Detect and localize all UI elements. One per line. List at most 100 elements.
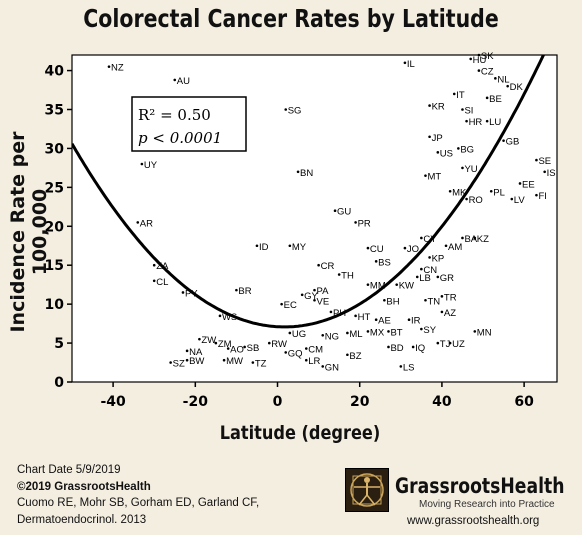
data-point xyxy=(288,244,292,248)
point-label: MM xyxy=(370,281,386,292)
y-tick-label: 20 xyxy=(45,219,65,235)
data-point xyxy=(313,298,316,302)
data-point xyxy=(411,345,415,349)
point-label: PA xyxy=(317,286,330,297)
y-tick-label: 25 xyxy=(45,180,64,196)
chart-title: Colorectal Cancer Rates by Latitude xyxy=(83,4,499,33)
brand-url[interactable]: www.grassrootshealth.org xyxy=(407,515,540,527)
point-label: TH xyxy=(341,271,354,282)
data-point xyxy=(354,221,357,224)
data-point xyxy=(489,189,493,193)
data-point xyxy=(485,119,489,123)
data-point xyxy=(321,365,325,368)
point-label: TR xyxy=(444,292,457,303)
data-point xyxy=(387,330,390,333)
data-point xyxy=(374,260,378,263)
point-label: IR xyxy=(411,316,421,327)
point-label: EC xyxy=(284,300,297,311)
point-label: TZ xyxy=(255,359,267,370)
data-point xyxy=(407,318,411,322)
data-point xyxy=(354,314,357,318)
point-label: ID xyxy=(259,242,269,253)
point-label: BE xyxy=(489,94,502,105)
data-point xyxy=(304,358,308,362)
copyright: ©2019 GrassrootsHealth xyxy=(17,480,151,493)
data-point xyxy=(395,283,399,286)
data-point xyxy=(403,246,407,250)
point-label: BS xyxy=(378,257,391,268)
point-label: ZA xyxy=(156,261,169,272)
data-point xyxy=(469,57,472,61)
point-label: LU xyxy=(489,117,501,128)
point-label: GR xyxy=(440,273,454,284)
data-point xyxy=(428,256,431,259)
y-tick-label: 0 xyxy=(54,375,64,391)
data-point xyxy=(477,53,481,57)
point-label: LS xyxy=(403,362,415,373)
point-label: AE xyxy=(378,316,391,327)
data-point xyxy=(440,295,444,298)
data-point xyxy=(485,96,489,100)
citation-block: Chart Date 5/9/2019 ©2019 GrassrootsHeal… xyxy=(17,462,259,528)
data-point xyxy=(300,293,304,297)
data-point xyxy=(477,69,481,72)
data-point xyxy=(465,119,468,123)
data-point xyxy=(366,246,370,250)
point-label: BN xyxy=(300,168,313,179)
point-label: LV xyxy=(514,195,526,206)
data-point xyxy=(346,331,349,335)
data-point xyxy=(346,353,349,357)
point-label: BA xyxy=(464,234,477,245)
point-label: TJ xyxy=(440,339,451,350)
data-point xyxy=(140,162,144,166)
point-label: BR xyxy=(238,286,251,297)
data-point xyxy=(461,166,464,170)
data-point xyxy=(543,170,546,174)
brand-tagline: Moving Research into Practice xyxy=(419,499,555,510)
data-point xyxy=(214,341,218,345)
data-point xyxy=(337,273,341,276)
point-label: LR xyxy=(308,356,320,367)
data-point xyxy=(366,283,370,286)
point-label: BT xyxy=(390,327,402,338)
point-label: SZ xyxy=(173,359,185,370)
point-label: NA xyxy=(189,347,203,358)
point-label: KZ xyxy=(477,234,489,245)
point-label: TN xyxy=(427,296,440,307)
data-point xyxy=(452,92,456,96)
point-label: BG xyxy=(460,144,474,155)
point-label: RO xyxy=(469,195,483,206)
data-point xyxy=(436,341,440,345)
data-point xyxy=(415,275,419,279)
data-point xyxy=(436,275,440,279)
data-point xyxy=(243,345,246,349)
authors: Cuomo RE, Mohr SB, Gorham ED, Garland CF… xyxy=(17,497,260,509)
data-point xyxy=(387,345,390,349)
data-point xyxy=(198,337,201,341)
point-label: PY xyxy=(185,288,198,299)
point-label: IL xyxy=(407,59,415,70)
point-label: MN xyxy=(477,327,492,338)
y-tick-label: 30 xyxy=(45,141,65,157)
data-point xyxy=(152,279,156,283)
point-label: GN xyxy=(325,362,339,373)
point-label: JO xyxy=(407,244,419,255)
stats-box xyxy=(131,96,247,152)
data-point xyxy=(457,147,460,150)
y-axis-label: Incidence Rate per 100,000 xyxy=(7,131,51,333)
journal: Dermatoendocrinol. 2013 xyxy=(17,513,147,526)
data-point xyxy=(399,365,403,368)
data-point xyxy=(366,330,370,333)
data-point xyxy=(473,236,477,240)
point-label: KP xyxy=(432,253,445,264)
data-point xyxy=(436,151,440,154)
point-label: BW xyxy=(189,356,204,367)
data-point xyxy=(255,244,259,248)
data-point xyxy=(333,209,337,213)
data-point xyxy=(440,310,444,314)
point-label: ZW xyxy=(201,335,216,346)
point-label: BH xyxy=(386,296,399,307)
point-label: GQ xyxy=(288,348,303,359)
data-point xyxy=(448,189,452,193)
point-label: SG xyxy=(288,106,302,117)
